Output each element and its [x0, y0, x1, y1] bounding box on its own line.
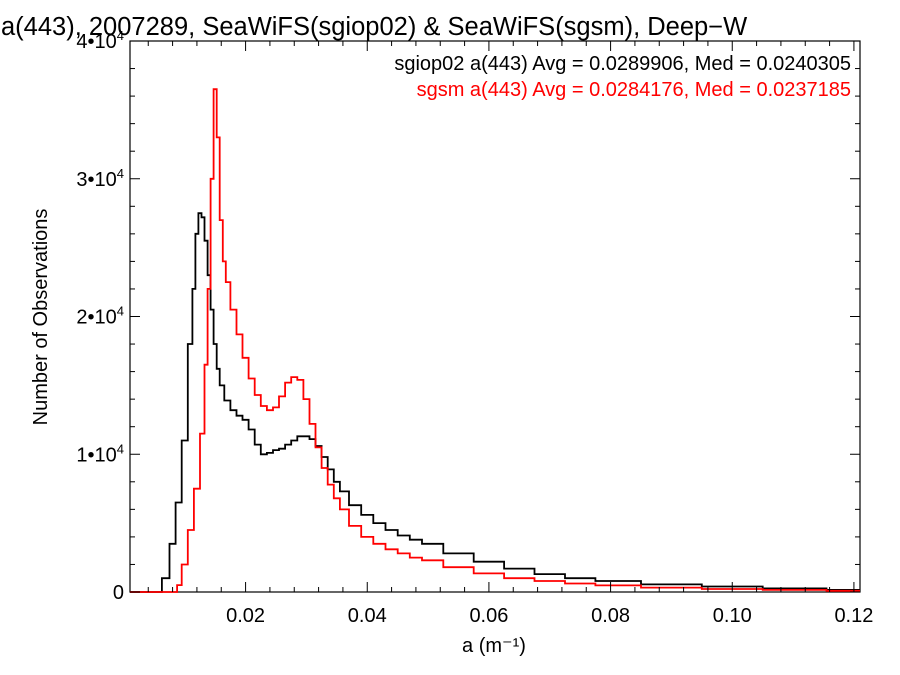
legend-entry-sgsm: sgsm a(443) Avg = 0.0284176, Med = 0.023…	[417, 79, 851, 101]
x-tick-label: 0.02	[226, 605, 265, 627]
x-tick-label: 0.08	[591, 605, 630, 627]
x-tick-label: 0.04	[348, 605, 387, 627]
y-axis-label: Number of Observations	[30, 209, 52, 426]
x-axis-label: a (m⁻¹)	[462, 635, 526, 657]
axis-ticks: 0.02 0.04 0.06 0.08 0.10 0.12 0 1•104 2•104 3•104…	[76, 28, 873, 627]
series-line-sgiop02	[130, 212, 860, 593]
chart-title: a(443), 2007289, SeaWiFS(sgiop02) & SeaW…	[1, 13, 747, 41]
series-lines	[130, 88, 860, 593]
y-tick-label: 3•104	[76, 166, 124, 191]
x-tick-label: 0.06	[469, 605, 508, 627]
y-tick-label: 2•104	[76, 304, 124, 329]
y-tick-label: 0	[113, 582, 124, 604]
y-tick-label: 1•104	[76, 441, 124, 466]
legend-entry-sgiop02: sgiop02 a(443) Avg = 0.0289906, Med = 0.…	[394, 53, 851, 75]
series-line-sgsm	[130, 88, 860, 593]
x-tick-label: 0.10	[713, 605, 752, 627]
x-tick-label: 0.12	[834, 605, 873, 627]
y-tick-label: 4•104	[76, 28, 124, 53]
